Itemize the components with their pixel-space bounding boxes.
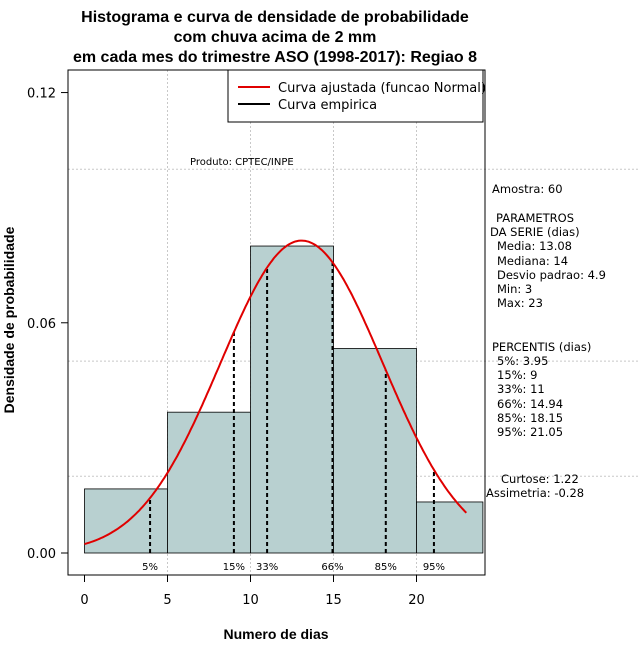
product-annotation: Produto: CPTEC/INPE (190, 157, 294, 168)
stat-mediana: Mediana: 14 (497, 254, 568, 268)
percentil-95: 95%: 21.05 (497, 425, 563, 439)
histogram-bar-0 (84, 488, 168, 554)
sample-size: Amostra: 60 (492, 182, 563, 196)
stat-max: Max: 23 (497, 296, 543, 310)
chart-title-line-1: Histograma e curva de densidade de proba… (81, 9, 469, 26)
params-subtitle: DA SERIE (dias) (490, 225, 580, 239)
histogram-bar-2 (250, 245, 334, 554)
percentile-lines: 5% 15% 33% 66% 85% 95% (142, 262, 445, 573)
histogram-bar-3 (333, 348, 417, 554)
stat-desvio: Desvio padrao: 4.9 (497, 268, 606, 282)
x-tick-label-0: 0 (80, 593, 88, 608)
y-tick-label-0: 0.00 (27, 547, 56, 562)
percentile-label-4: 85% (375, 562, 397, 573)
x-tick-label-1: 5 (163, 593, 171, 608)
x-tick-label-3: 15 (325, 593, 342, 608)
percentis-title: PERCENTIS (dias) (492, 340, 591, 354)
chart-title-line-2: com chuva acima de 2 mm (174, 29, 377, 46)
normal-curve (84, 239, 468, 546)
histogram-bar-1 (167, 411, 251, 554)
stat-media: Media: 13.08 (497, 239, 572, 253)
y-tick-label-2: 0.12 (27, 87, 56, 102)
histogram-bars (84, 245, 484, 554)
legend-label-empirical: Curva empirica (278, 98, 377, 113)
legend: Curva ajustada (funcao Normal) Curva emp… (227, 69, 486, 123)
percentil-33: 33%: 11 (497, 382, 545, 396)
curtose: Curtose: 1.22 (501, 472, 579, 486)
x-tick-label-2: 10 (242, 593, 259, 608)
y-axis-label: Densidade de probabilidade (1, 226, 17, 413)
axes: 0 5 10 15 20 0.00 0.06 0.12 (27, 87, 425, 608)
percentile-label-1: 15% (223, 562, 245, 573)
chart-title-line-3: em cada mes do trimestre ASO (1998-2017)… (73, 49, 477, 66)
percentil-15: 15%: 9 (497, 368, 537, 382)
percentil-66: 66%: 14.94 (497, 397, 563, 411)
stat-min: Min: 3 (497, 282, 532, 296)
percentil-5: 5%: 3.95 (497, 354, 548, 368)
y-tick-label-1: 0.06 (27, 317, 56, 332)
assimetria: Assimetria: -0.28 (486, 486, 584, 500)
stats-panel: Amostra: 60 PARAMETROS DA SERIE (dias) M… (486, 182, 606, 500)
percentil-85: 85%: 18.15 (497, 411, 563, 425)
percentile-label-5: 95% (423, 562, 445, 573)
x-tick-label-4: 20 (408, 593, 425, 608)
histogram-bar-4 (416, 501, 484, 554)
curves (84, 239, 468, 546)
percentile-label-2: 33% (256, 562, 278, 573)
percentile-label-0: 5% (142, 562, 158, 573)
percentile-label-3: 66% (321, 562, 343, 573)
legend-label-normal: Curva ajustada (funcao Normal) (278, 81, 486, 96)
legend-box (227, 69, 484, 123)
params-title: PARAMETROS (496, 211, 574, 225)
x-axis-label: Numero de dias (223, 626, 328, 642)
